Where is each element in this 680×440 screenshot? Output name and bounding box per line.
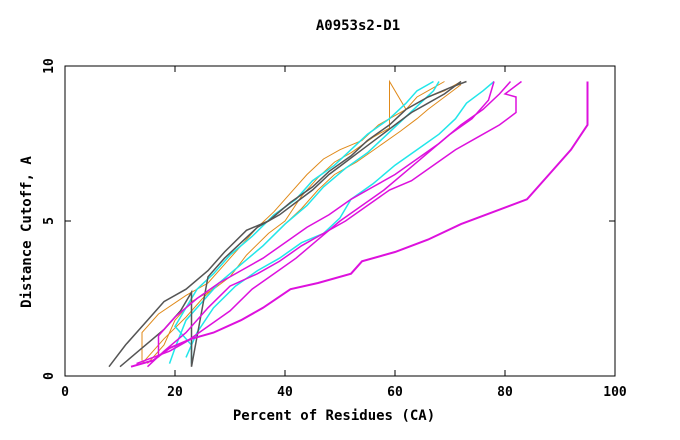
series-line-model-10 bbox=[157, 81, 512, 358]
y-axis-label: Distance Cutoff, A bbox=[19, 156, 35, 308]
series-line-model-1 bbox=[141, 81, 462, 361]
x-tick-label: 0 bbox=[61, 385, 69, 400]
series-line-model-12 bbox=[130, 81, 589, 368]
series-line-model-4 bbox=[168, 81, 440, 364]
x-axis: 0 20 40 60 80 100 bbox=[61, 66, 627, 400]
series-line-model-7 bbox=[108, 80, 467, 368]
x-axis-label: Percent of Residues (CA) bbox=[233, 408, 435, 424]
series-line-model-11 bbox=[146, 80, 522, 368]
y-tick-label: 0 bbox=[42, 372, 57, 380]
x-tick-label: 40 bbox=[277, 385, 293, 400]
x-tick-label: 60 bbox=[387, 385, 403, 400]
x-tick-label: 80 bbox=[497, 385, 513, 400]
chart-title: A0953s2-D1 bbox=[316, 18, 400, 34]
series-line-model-8 bbox=[119, 80, 462, 368]
series-layer bbox=[108, 79, 589, 368]
x-tick-label: 100 bbox=[603, 385, 627, 400]
x-tick-label: 20 bbox=[167, 385, 183, 400]
y-tick-label: 10 bbox=[42, 58, 57, 74]
y-tick-label: 5 bbox=[42, 217, 57, 225]
series-line-model-5 bbox=[174, 80, 434, 364]
series-line-model-3 bbox=[141, 84, 462, 364]
y-axis: 0 5 10 bbox=[42, 58, 615, 380]
series-line-model-6 bbox=[185, 80, 495, 358]
plot-area: 0 20 40 60 80 100 0 5 10 bbox=[42, 58, 627, 400]
